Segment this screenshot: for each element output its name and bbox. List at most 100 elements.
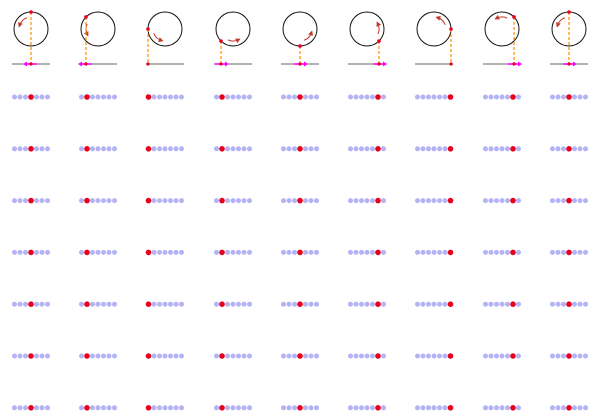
- lattice-dot: [101, 405, 106, 411]
- lattice-dot: [214, 405, 219, 411]
- lattice-dot: [555, 405, 561, 411]
- lattice-dot: [34, 405, 39, 411]
- lattice-dot: [79, 405, 84, 411]
- velocity-arrowhead: [23, 61, 27, 67]
- lattice-dot: [555, 301, 561, 307]
- highlighted-lattice-dot: [510, 405, 516, 411]
- lattice-dot: [95, 146, 101, 152]
- lattice-dot: [79, 353, 84, 359]
- highlighted-lattice-dot: [510, 249, 516, 256]
- lattice-dot: [236, 353, 241, 359]
- lattice-dot: [561, 198, 566, 204]
- lattice-dot: [151, 353, 157, 359]
- lattice-dot: [162, 249, 168, 255]
- lattice-dot: [112, 146, 117, 152]
- lattice-dot: [12, 94, 17, 100]
- lattice-dot: [39, 198, 45, 204]
- lattice-dot: [499, 249, 505, 255]
- lattice-dot: [572, 249, 577, 255]
- lattice-dot: [308, 249, 314, 255]
- lattice-dot: [505, 198, 510, 204]
- rotation-arrow: [303, 30, 313, 41]
- lattice-dot: [572, 353, 577, 359]
- lattice-dot: [550, 198, 555, 204]
- lattice-dot: [179, 249, 184, 255]
- lattice-dot: [45, 146, 50, 152]
- lattice-dot: [230, 249, 236, 255]
- highlighted-lattice-dot: [84, 301, 90, 308]
- lattice-dot: [179, 198, 184, 204]
- lattice-dot: [79, 94, 84, 100]
- highlighted-lattice-dot: [447, 353, 454, 359]
- lattice-dot: [483, 94, 488, 100]
- highlighted-lattice-dot: [297, 301, 303, 308]
- lattice-dot: [95, 353, 101, 359]
- lattice-dot: [572, 146, 577, 152]
- lattice-dot: [12, 405, 17, 411]
- lattice-dot: [247, 146, 252, 152]
- lattice-dot: [381, 146, 386, 152]
- lattice-dot: [420, 198, 426, 204]
- velocity-arrowhead: [77, 61, 82, 67]
- lattice-dot: [214, 146, 219, 152]
- lattice-dot: [162, 146, 168, 152]
- lattice-dot: [79, 249, 84, 255]
- lattice-dot: [437, 301, 442, 307]
- lattice-dot: [230, 353, 236, 359]
- lattice-dot: [168, 405, 173, 411]
- phase-point: [29, 10, 33, 14]
- velocity-arrowhead: [383, 61, 388, 67]
- projected-point: [219, 62, 223, 66]
- lattice-dot: [437, 405, 442, 411]
- highlighted-lattice-dot: [447, 146, 454, 152]
- lattice-dot: [17, 146, 23, 152]
- lattice-dot: [561, 146, 566, 152]
- lattice-dot: [173, 146, 179, 152]
- lattice-dot: [437, 198, 442, 204]
- highlighted-lattice-dot: [28, 353, 34, 359]
- lattice-dot: [505, 249, 510, 255]
- lattice-dot: [420, 353, 426, 359]
- highlighted-lattice-dot: [145, 146, 152, 152]
- lattice-dot: [241, 353, 247, 359]
- lattice-dot: [281, 405, 286, 411]
- highlighted-lattice-dot: [375, 301, 381, 308]
- lattice-dot: [494, 198, 499, 204]
- lattice-dot: [483, 301, 488, 307]
- lattice-dot: [157, 146, 162, 152]
- lattice-dot: [499, 94, 505, 100]
- lattice-dot: [577, 94, 583, 100]
- lattice-dot: [173, 353, 179, 359]
- lattice-dot: [426, 353, 431, 359]
- lattice-dot: [241, 301, 247, 307]
- highlighted-lattice-dot: [566, 249, 572, 256]
- lattice-dot: [241, 146, 247, 152]
- lattice-dot: [106, 198, 112, 204]
- lattice-dot: [577, 405, 583, 411]
- lattice-dot: [348, 301, 353, 307]
- lattice-dot: [303, 146, 308, 152]
- lattice-dot: [225, 249, 230, 255]
- lattice-dot: [281, 249, 286, 255]
- lattice-dot: [151, 94, 157, 100]
- lattice-dot: [431, 301, 437, 307]
- lattice-dot: [308, 405, 314, 411]
- lattice-dot: [348, 146, 353, 152]
- lattice-dot: [17, 249, 23, 255]
- lattice-dot: [483, 249, 488, 255]
- lattice-dot: [516, 249, 521, 255]
- lattice-dot: [583, 405, 588, 411]
- lattice-dot: [230, 405, 236, 411]
- lattice-dot: [151, 249, 157, 255]
- lattice-dot: [348, 405, 353, 411]
- lattice-dot: [499, 353, 505, 359]
- lattice-dot: [23, 198, 28, 204]
- velocity-arrowhead: [518, 61, 523, 67]
- lattice-dot: [353, 146, 359, 152]
- lattice-dot: [45, 301, 50, 307]
- lattice-dot: [488, 146, 494, 152]
- lattice-dot: [230, 94, 236, 100]
- lattice-dot: [39, 353, 45, 359]
